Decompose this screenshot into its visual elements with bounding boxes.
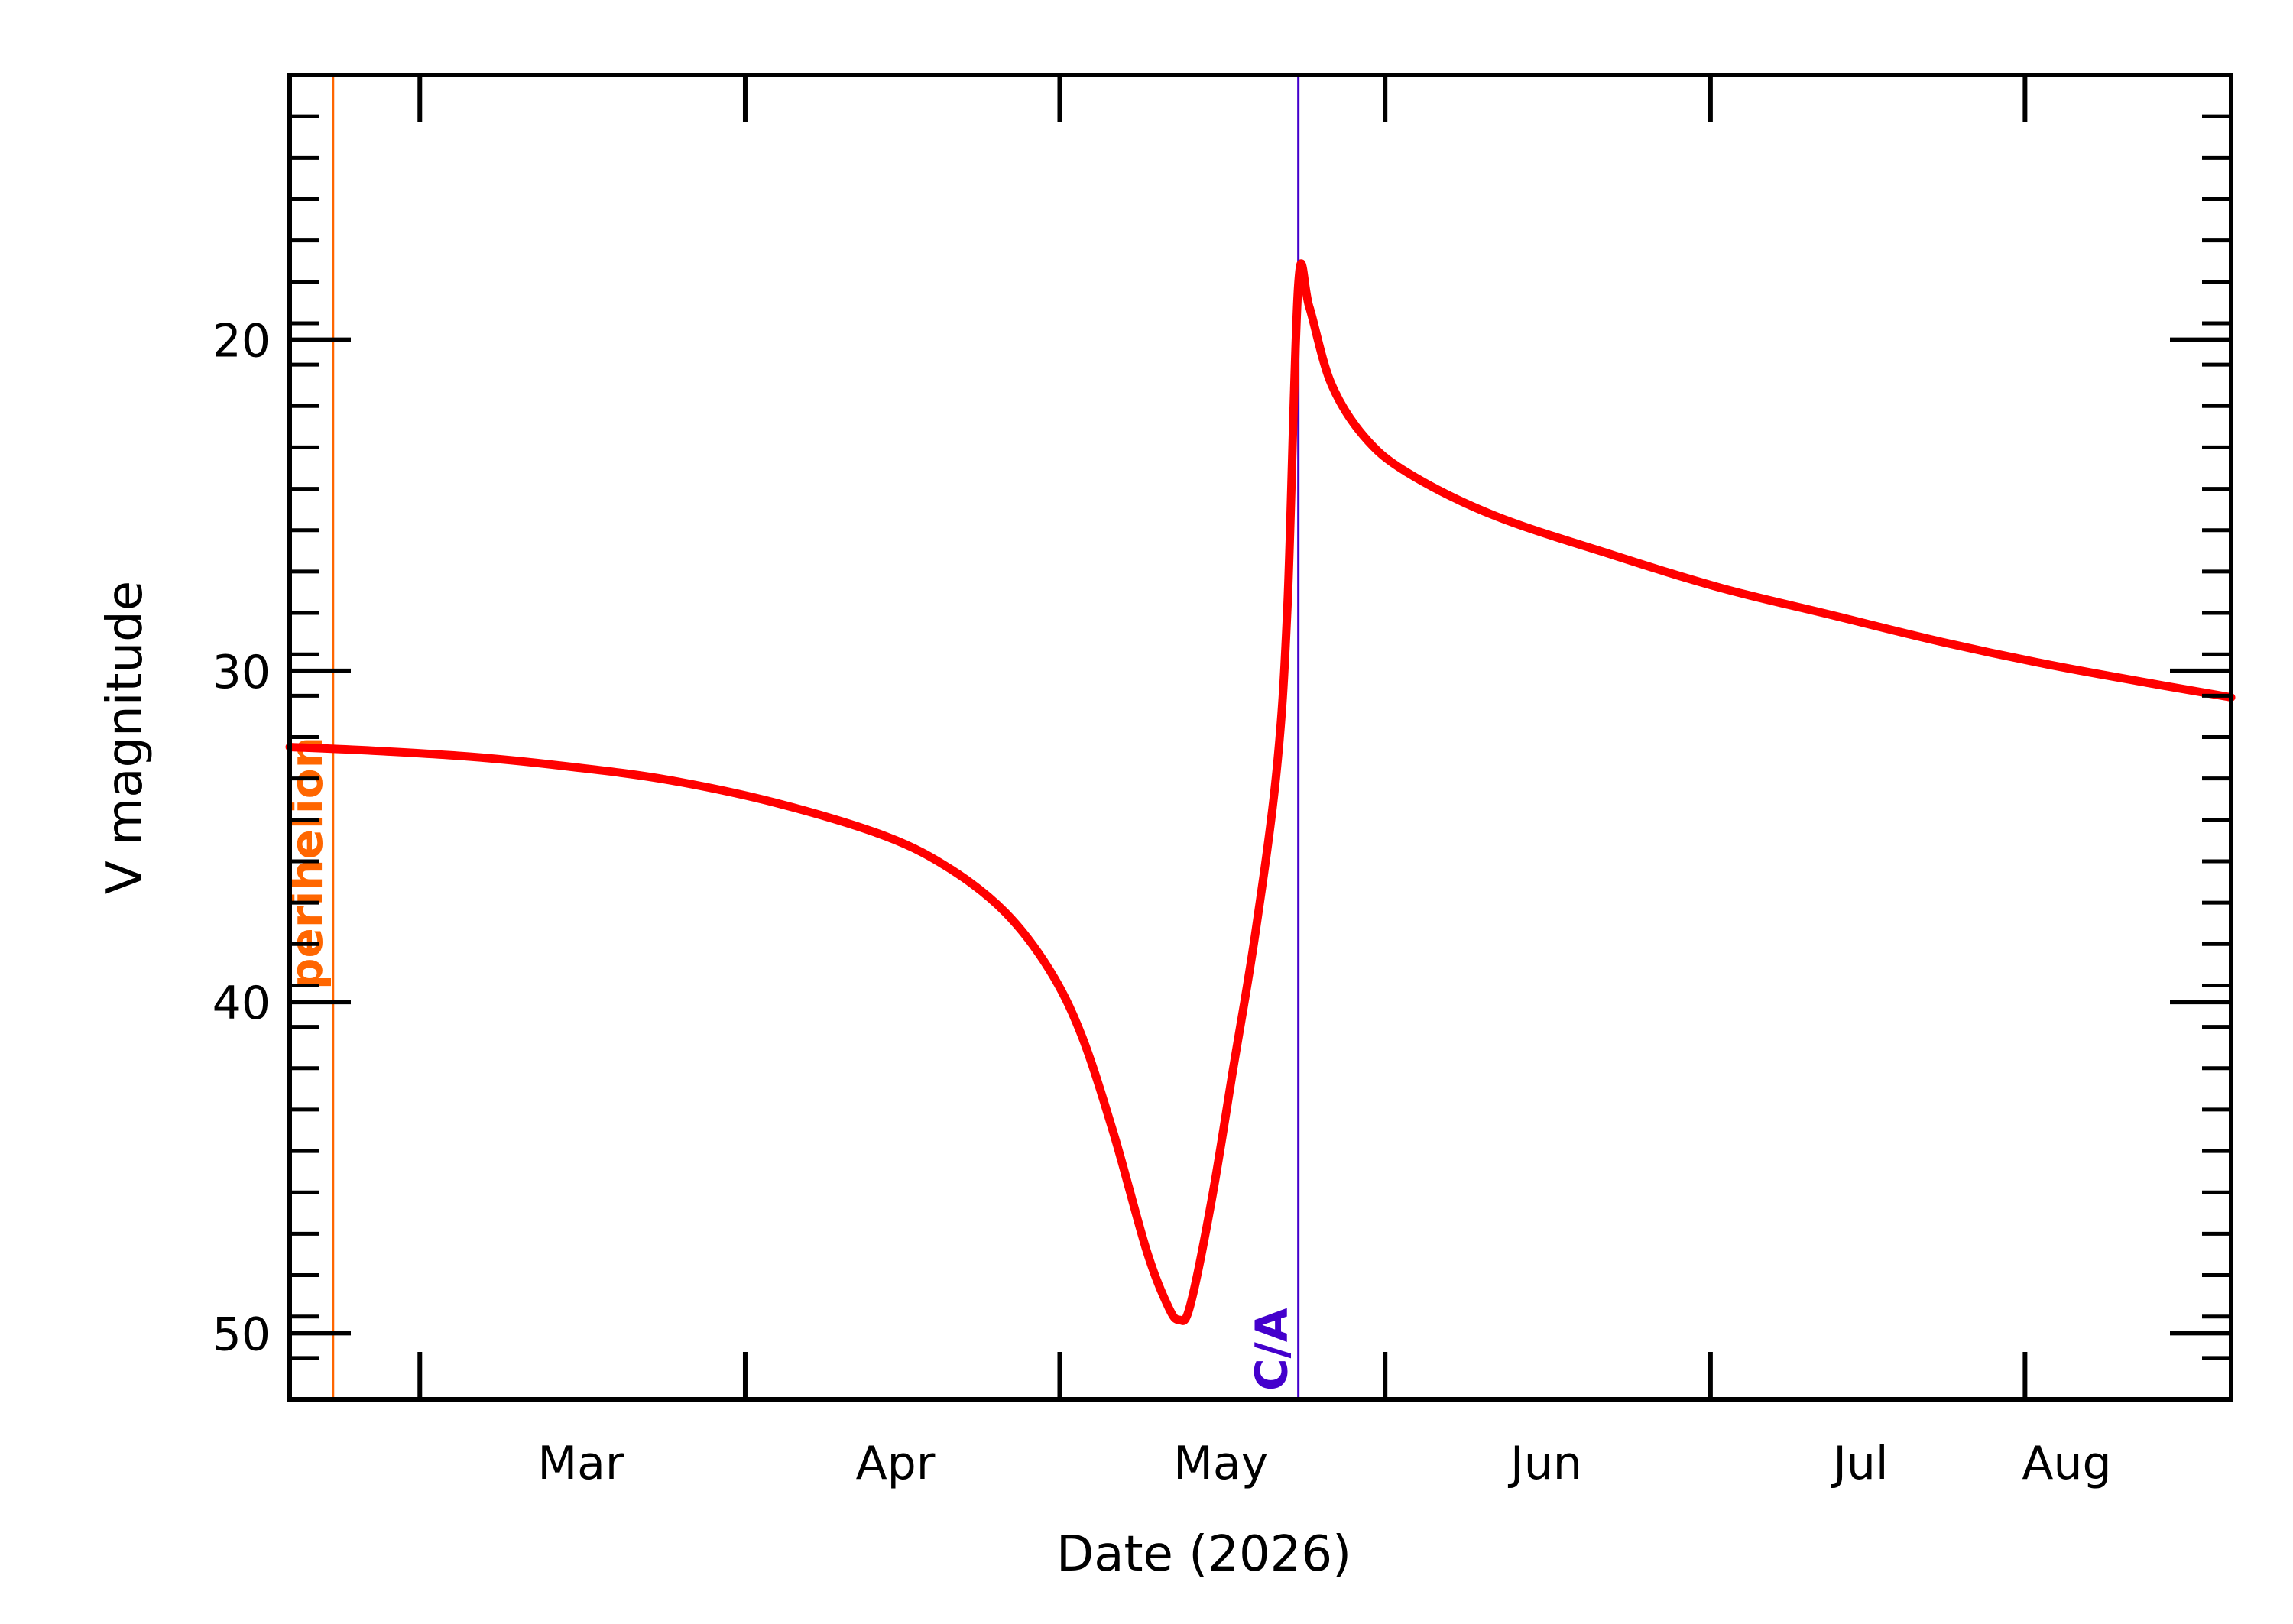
y-tick-label: 20 (212, 315, 271, 368)
y-tick-label: 40 (212, 977, 271, 1030)
x-tick-label: Jul (1830, 1437, 1888, 1490)
x-tick-label: Aug (2022, 1437, 2111, 1490)
x-tick-label: Jun (1507, 1437, 1582, 1490)
axis-ticks (290, 75, 2231, 1399)
series-line (285, 259, 2236, 1325)
series-layer (285, 259, 2236, 1325)
marker-label: C/A (1246, 1308, 1298, 1391)
axis-labels: Mar Apr May Jun Jul Aug 20 30 40 50 (212, 315, 2112, 1490)
x-tick-label: May (1173, 1437, 1268, 1490)
x-axis-title: Date (2026) (1056, 1526, 1351, 1583)
x-tick-label: Mar (537, 1437, 624, 1490)
x-tick-label: Apr (856, 1437, 936, 1490)
y-axis-title: V magnitude (97, 581, 154, 894)
y-tick-label: 30 (212, 646, 271, 699)
plot-frame (287, 73, 2233, 1402)
y-tick-label: 50 (212, 1308, 271, 1361)
